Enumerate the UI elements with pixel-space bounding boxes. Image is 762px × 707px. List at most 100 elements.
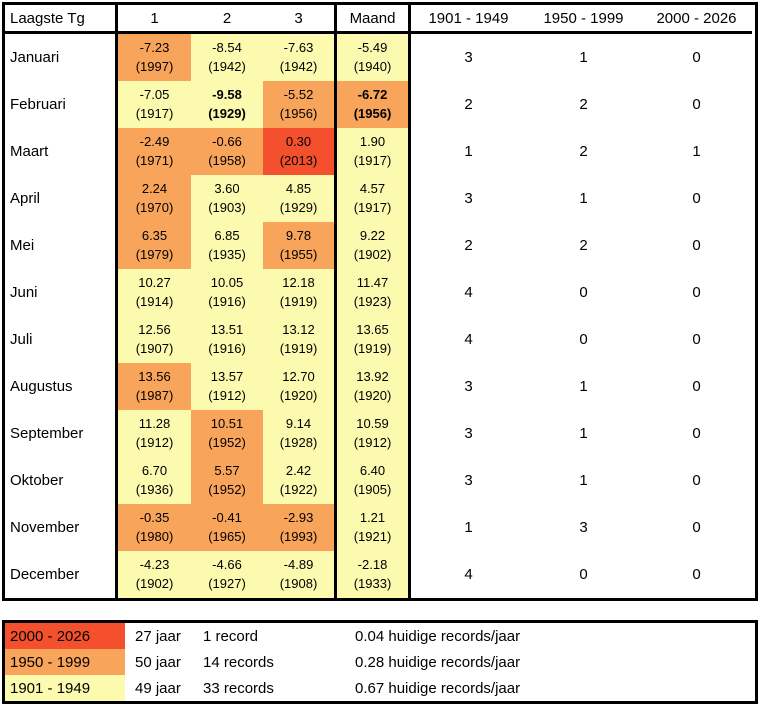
- record-year: (1956): [279, 106, 318, 121]
- record-year: (1965): [208, 529, 246, 544]
- record-year: (1955): [279, 247, 318, 262]
- record-year: (1920): [353, 388, 392, 403]
- month-label: Mei: [5, 222, 118, 269]
- month-label: November: [5, 504, 118, 551]
- count-1950-1999: 2: [579, 237, 588, 254]
- month-label: Maart: [5, 128, 118, 175]
- count-1901-1949: 3: [464, 378, 473, 395]
- rank-1-cell: 10.27 (1914): [118, 269, 191, 316]
- month-label: Februari: [5, 81, 118, 128]
- header-period-1950-1999: 1950 - 1999: [526, 5, 641, 34]
- record-year: (1919): [353, 341, 392, 356]
- record-year: (1902): [353, 247, 392, 262]
- record-value: 10.27: [138, 275, 171, 290]
- record-year: (2013): [279, 153, 318, 168]
- rank-3-cell: -4.89 (1908): [263, 551, 334, 598]
- corner-header-laagste-tg: Laagste Tg: [5, 5, 118, 34]
- count-2000-2026: 0: [692, 519, 701, 536]
- record-value: 4.85: [285, 181, 312, 196]
- record-value: 9.22: [359, 228, 386, 243]
- record-value: 11.28: [138, 416, 171, 431]
- rank-2-cell: 13.57 (1912): [191, 363, 263, 410]
- rank-2-cell: 5.57 (1952): [191, 457, 263, 504]
- record-year: (1907): [135, 341, 174, 356]
- record-year: (1956): [353, 106, 392, 121]
- record-value: 12.18: [282, 275, 315, 290]
- record-year: (1908): [279, 576, 318, 591]
- record-value: -4.89: [283, 557, 314, 572]
- month-label: Augustus: [5, 363, 118, 410]
- record-year: (1916): [208, 294, 246, 309]
- record-year: (1912): [135, 435, 174, 450]
- record-value: -8.54: [212, 40, 242, 55]
- count-1901-1949: 3: [464, 425, 473, 442]
- rank-2-cell: 10.51 (1952): [191, 410, 263, 457]
- table-row: April 2.24 (1970) 3.60 (1903) 4.85 (1929…: [5, 175, 755, 222]
- rank-1-cell: -0.35 (1980): [118, 504, 191, 551]
- count-1950-1999: 3: [579, 519, 588, 536]
- legend-records-per-year: 0.67 huidige records/jaar: [355, 679, 521, 697]
- record-year: (1917): [353, 200, 392, 215]
- count-1901-1949: 2: [464, 96, 473, 113]
- count-1901-1949: 4: [464, 566, 473, 583]
- count-2000-2026: 0: [692, 190, 701, 207]
- record-value: 4.57: [359, 181, 386, 196]
- rank-3-cell: 12.70 (1920): [263, 363, 334, 410]
- maand-cell: 9.22 (1902): [334, 222, 411, 269]
- record-value: 13.12: [282, 322, 315, 337]
- legend-record-count: 14 records: [203, 653, 274, 671]
- header-rank-2: 2: [191, 5, 263, 34]
- count-1950-1999: 1: [579, 425, 588, 442]
- count-1901-1949: 3: [464, 49, 473, 66]
- record-year: (1921): [353, 529, 392, 544]
- count-1950-1999: 0: [579, 284, 588, 301]
- count-2000-2026: 0: [692, 96, 701, 113]
- record-value: 13.57: [210, 369, 244, 384]
- maand-cell: 13.92 (1920): [334, 363, 411, 410]
- rank-3-cell: -2.93 (1993): [263, 504, 334, 551]
- record-value: 10.51: [210, 416, 244, 431]
- record-year: (1942): [208, 59, 246, 74]
- month-label: Oktober: [5, 457, 118, 504]
- record-year: (1936): [135, 482, 174, 497]
- count-2000-2026: 1: [692, 143, 701, 160]
- maand-cell: 4.57 (1917): [334, 175, 411, 222]
- count-2000-2026: 0: [692, 331, 701, 348]
- record-year: (1952): [208, 435, 246, 450]
- record-year: (1922): [279, 482, 318, 497]
- record-year: (1923): [353, 294, 392, 309]
- record-year: (1914): [135, 294, 174, 309]
- maand-cell: 1.21 (1921): [334, 504, 411, 551]
- record-year: (1979): [135, 247, 174, 262]
- record-year: (1958): [208, 153, 246, 168]
- record-year: (1929): [279, 200, 318, 215]
- rank-3-cell: 12.18 (1919): [263, 269, 334, 316]
- header-period-1901-1949: 1901 - 1949: [411, 5, 526, 34]
- record-value: 6.85: [214, 228, 240, 243]
- header-maand: Maand: [334, 5, 411, 34]
- record-value: 12.56: [138, 322, 171, 337]
- count-1901-1949: 3: [464, 472, 473, 489]
- count-2000-2026: 0: [692, 566, 701, 583]
- rank-3-cell: -5.52 (1956): [263, 81, 334, 128]
- count-2000-2026: 0: [692, 49, 701, 66]
- table-row: Oktober 6.70 (1936) 5.57 (1952) 2.42 (19…: [5, 457, 755, 504]
- month-label: September: [5, 410, 118, 457]
- maand-cell: 10.59 (1912): [334, 410, 411, 457]
- rank-2-cell: -9.58 (1929): [191, 81, 263, 128]
- count-1901-1949: 3: [464, 190, 473, 207]
- header-rank-3: 3: [263, 5, 334, 34]
- count-2000-2026: 0: [692, 425, 701, 442]
- legend-record-count: 33 records: [203, 679, 274, 697]
- rank-2-cell: 10.05 (1916): [191, 269, 263, 316]
- table-row: Februari -7.05 (1917) -9.58 (1929) -5.52…: [5, 81, 755, 128]
- table-row: Januari -7.23 (1997) -8.54 (1942) -7.63 …: [5, 34, 755, 81]
- count-1950-1999: 2: [579, 96, 588, 113]
- rank-2-cell: -8.54 (1942): [191, 34, 263, 81]
- maand-cell: -2.18 (1933): [334, 551, 411, 598]
- maand-cell: -6.72 (1956): [334, 81, 411, 128]
- record-value: 10.59: [356, 416, 389, 431]
- record-year: (1940): [353, 59, 392, 74]
- rank-1-cell: -4.23 (1902): [118, 551, 191, 598]
- rank-2-cell: 6.85 (1935): [191, 222, 263, 269]
